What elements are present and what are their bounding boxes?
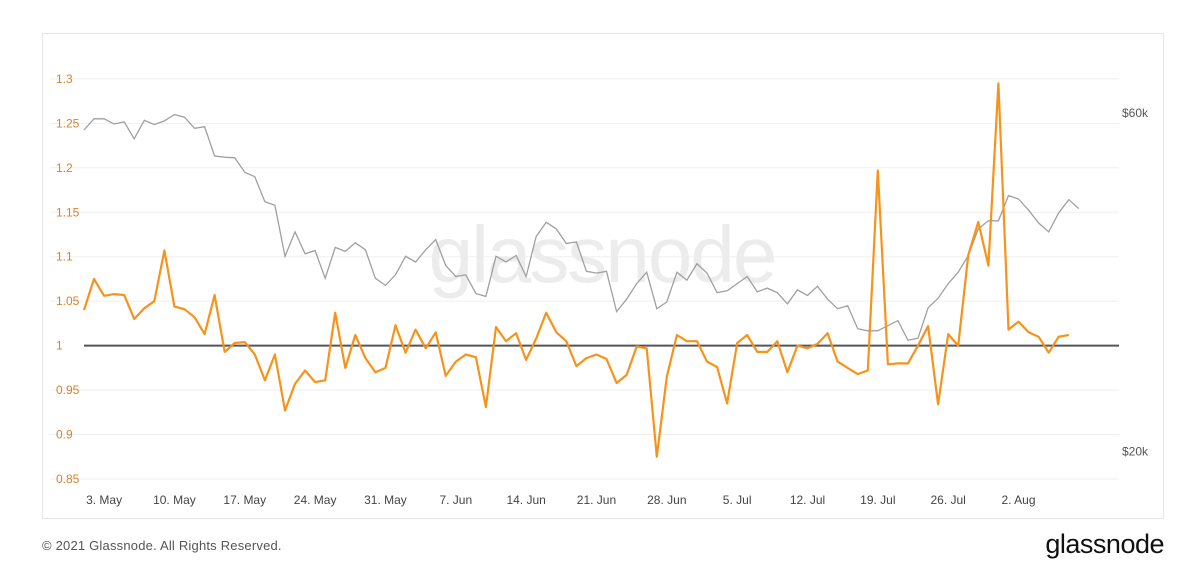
right-tick-label: $20k — [1122, 445, 1149, 459]
x-tick-label: 5. Jul — [723, 493, 752, 507]
ratio-series-line — [82, 82, 1069, 458]
chart-frame — [42, 33, 1164, 519]
left-tick-label: 1.3 — [56, 72, 73, 86]
left-axis: 0.85 0.9 0.95 1 1.05 1.1 1.15 1.2 1.25 1.3 — [56, 72, 80, 486]
left-tick-label: 1.1 — [56, 250, 73, 264]
x-tick-label: 26. Jul — [930, 493, 965, 507]
left-tick-label: 1.25 — [56, 116, 80, 130]
x-tick-label: 7. Jun — [439, 493, 472, 507]
right-tick-label: $60k — [1122, 106, 1149, 120]
x-tick-label: 28. Jun — [647, 493, 686, 507]
x-tick-label: 17. May — [223, 493, 266, 507]
x-tick-label: 19. Jul — [860, 493, 895, 507]
copyright-text: © 2021 Glassnode. All Rights Reserved. — [42, 538, 282, 553]
price-series-line — [83, 113, 1080, 342]
series-lines — [82, 82, 1119, 458]
left-tick-label: 1 — [56, 339, 63, 353]
x-tick-label: 31. May — [364, 493, 407, 507]
x-tick-label: 14. Jun — [506, 493, 545, 507]
x-axis: 3. May 10. May 17. May 24. May 31. May 7. Jun… — [86, 493, 1035, 507]
glassnode-logo[interactable]: glassnode — [1045, 529, 1164, 559]
left-tick-label: 1.05 — [56, 294, 80, 308]
left-tick-label: 1.15 — [56, 205, 80, 219]
left-tick-label: 0.9 — [56, 428, 73, 442]
x-tick-label: 21. Jun — [577, 493, 616, 507]
left-tick-label: 1.2 — [56, 161, 73, 175]
watermark: glassnode — [429, 210, 776, 299]
right-axis: $20k $60k — [1122, 106, 1149, 459]
x-tick-label: 24. May — [294, 493, 337, 507]
x-tick-label: 2. Aug — [1001, 493, 1035, 507]
x-tick-label: 12. Jul — [790, 493, 825, 507]
x-tick-label: 10. May — [153, 493, 196, 507]
left-tick-label: 0.85 — [56, 472, 80, 486]
left-tick-label: 0.95 — [56, 383, 80, 397]
gridlines — [50, 78, 1119, 480]
x-tick-label: 3. May — [86, 493, 122, 507]
